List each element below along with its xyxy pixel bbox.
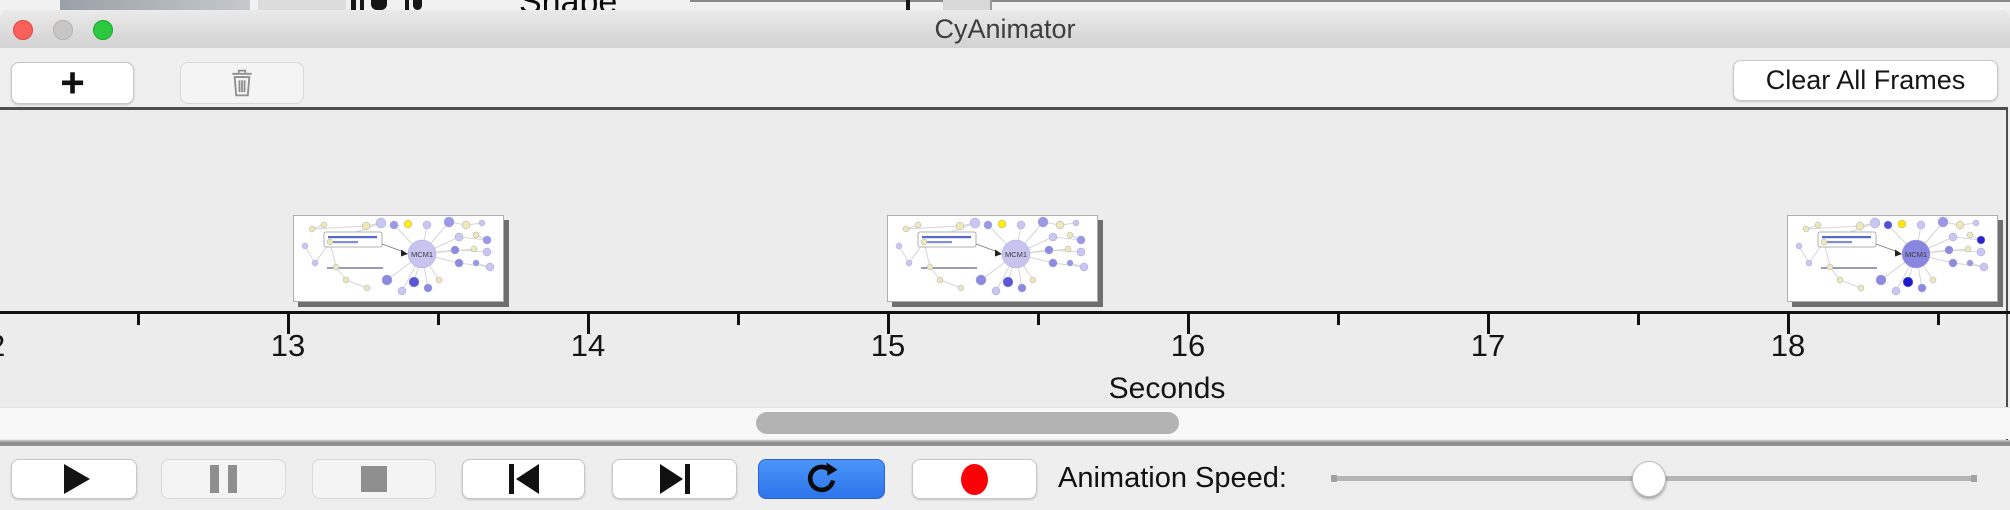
titlebar: CyAnimator bbox=[0, 10, 2010, 49]
delete-frame-button[interactable] bbox=[180, 62, 304, 104]
timeline-axis bbox=[0, 311, 2010, 314]
clear-all-frames-button[interactable]: Clear All Frames bbox=[1733, 60, 1998, 101]
skip-to-start-icon bbox=[508, 464, 539, 494]
background-window-sliver: Shape bbox=[0, 0, 2010, 10]
playback-controls-bar: Animation Speed: bbox=[0, 446, 2010, 510]
play-button[interactable] bbox=[11, 459, 137, 499]
minor-tick bbox=[137, 311, 140, 325]
major-tick bbox=[287, 311, 290, 334]
close-button[interactable] bbox=[13, 20, 33, 40]
tick-label: 17 bbox=[1470, 328, 1506, 363]
minimize-button[interactable] bbox=[53, 20, 73, 40]
minor-tick bbox=[1337, 311, 1340, 325]
background-window-edge bbox=[690, 0, 2010, 2]
stop-button[interactable] bbox=[312, 459, 436, 499]
skip-to-end-icon bbox=[659, 464, 690, 494]
frame-thumbnail-1[interactable]: MCM1 bbox=[293, 215, 504, 302]
background-toolbar-fragment bbox=[258, 0, 346, 10]
window-title: CyAnimator bbox=[934, 14, 1076, 44]
tick-label: 16 bbox=[1170, 328, 1206, 363]
major-tick bbox=[887, 311, 890, 334]
svg-text:MCM1: MCM1 bbox=[411, 250, 433, 259]
play-icon bbox=[64, 464, 90, 494]
trash-icon bbox=[232, 69, 252, 97]
tick-label: 12 bbox=[0, 328, 5, 364]
frame-thumbnail-2[interactable]: MCM1 bbox=[887, 215, 1098, 302]
minor-tick bbox=[1037, 311, 1040, 325]
tick-label: 18 bbox=[1770, 328, 1806, 363]
background-glyph-fragment bbox=[351, 0, 356, 10]
major-tick bbox=[587, 311, 590, 334]
background-glyph-fragment bbox=[360, 0, 364, 10]
minor-tick bbox=[1937, 311, 1940, 325]
loop-button[interactable] bbox=[758, 459, 885, 499]
pause-button[interactable] bbox=[161, 459, 286, 499]
animation-speed-label: Animation Speed: bbox=[1058, 462, 1287, 494]
background-toolbar-fragment bbox=[60, 0, 250, 10]
major-tick bbox=[1187, 311, 1190, 334]
minor-tick bbox=[1637, 311, 1640, 325]
tick-label: 15 bbox=[870, 328, 906, 363]
skip-to-end-button[interactable] bbox=[612, 459, 737, 499]
major-tick bbox=[1487, 311, 1490, 334]
axis-unit-label: Seconds bbox=[1108, 372, 1226, 405]
major-tick bbox=[1787, 311, 1790, 334]
loop-icon bbox=[807, 462, 837, 493]
animation-speed-slider-thumb[interactable] bbox=[1631, 461, 1666, 497]
background-glyph-fragment bbox=[405, 0, 409, 10]
svg-text:MCM1: MCM1 bbox=[1005, 250, 1027, 259]
tick-label: 13 bbox=[270, 328, 306, 363]
pause-icon bbox=[210, 465, 237, 493]
controls-divider bbox=[0, 440, 2010, 446]
background-glyph-fragment bbox=[906, 0, 910, 10]
add-frame-button[interactable]: + bbox=[11, 62, 134, 104]
plus-icon: + bbox=[60, 59, 85, 106]
skip-to-start-button[interactable] bbox=[462, 459, 585, 499]
svg-text:MCM1: MCM1 bbox=[1905, 250, 1927, 259]
zoom-button[interactable] bbox=[93, 20, 113, 40]
minor-tick bbox=[737, 311, 740, 325]
background-glyph-fragment bbox=[413, 0, 422, 10]
background-toolbar-fragment bbox=[943, 0, 992, 10]
record-button[interactable] bbox=[912, 459, 1037, 499]
clear-all-frames-label: Clear All Frames bbox=[1765, 65, 1966, 95]
background-glyph-fragment bbox=[371, 0, 387, 10]
timeline-scrollbar-track[interactable] bbox=[0, 407, 2010, 439]
record-icon bbox=[961, 463, 988, 495]
background-shape-label: Shape bbox=[519, 0, 617, 10]
timeline-scrollbar-thumb[interactable] bbox=[756, 412, 1179, 434]
toolbar: + Clear All Frames bbox=[0, 48, 2010, 107]
tick-label: 14 bbox=[570, 328, 606, 363]
frame-thumbnail-3[interactable]: MCM1 bbox=[1787, 215, 1998, 302]
stop-icon bbox=[361, 466, 387, 492]
minor-tick bbox=[437, 311, 440, 325]
